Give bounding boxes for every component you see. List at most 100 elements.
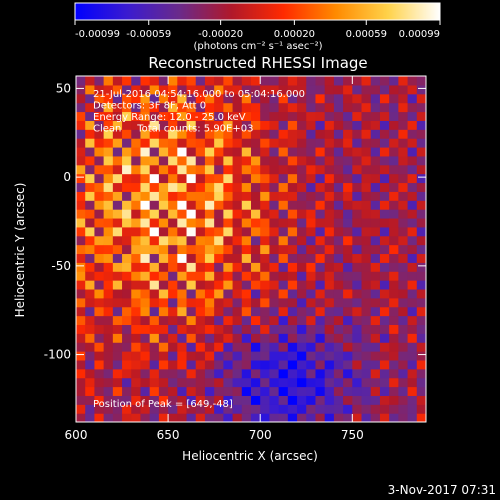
heatmap-cell — [122, 226, 132, 237]
heatmap-cell — [186, 173, 197, 184]
heatmap-cell — [195, 342, 206, 352]
heatmap-cell — [195, 129, 206, 139]
heatmap-cell — [214, 182, 224, 192]
heatmap-cell — [361, 368, 372, 379]
heatmap-cell — [149, 386, 160, 396]
heatmap-cell — [158, 138, 169, 148]
heatmap-cell — [94, 200, 105, 210]
heatmap-cell — [131, 93, 142, 104]
heatmap-cell — [94, 209, 105, 219]
heatmap-cell — [407, 209, 418, 219]
heatmap-cell — [370, 164, 381, 175]
heatmap-cell — [85, 351, 96, 361]
heatmap-cell — [407, 200, 418, 210]
heatmap-cell — [269, 146, 280, 157]
heatmap-cell — [260, 129, 271, 139]
heatmap-cell — [131, 173, 142, 184]
heatmap-cell — [195, 404, 206, 414]
heatmap-cell — [269, 226, 280, 237]
heatmap-cell — [85, 76, 96, 86]
y-tick-label: -50 — [51, 259, 71, 273]
heatmap-cell — [177, 84, 188, 95]
y-tick-label: 0 — [63, 170, 71, 184]
heatmap-cell — [214, 386, 224, 396]
heatmap-cell — [269, 244, 280, 255]
heatmap-cell — [379, 351, 390, 361]
heatmap-cell — [251, 315, 261, 326]
heatmap-cell — [186, 182, 197, 192]
heatmap-cell — [85, 84, 96, 95]
heatmap-cell — [85, 226, 96, 237]
heatmap-cell — [131, 288, 142, 299]
heatmap-cell — [352, 84, 363, 95]
heatmap-cell — [269, 120, 280, 130]
heatmap-cell — [398, 217, 409, 228]
heatmap-cell — [186, 351, 197, 361]
heatmap-cell — [343, 182, 353, 192]
heatmap-cell — [416, 93, 426, 104]
heatmap-cell — [131, 413, 142, 422]
heatmap-cell — [76, 280, 86, 290]
heatmap-cell — [186, 297, 197, 308]
heatmap-cell — [168, 146, 178, 157]
heatmap-cell — [251, 102, 261, 113]
heatmap-cell — [361, 377, 372, 388]
heatmap-cell — [278, 84, 289, 95]
heatmap-cell — [131, 324, 142, 334]
heatmap-cell — [343, 102, 353, 113]
heatmap-cell — [85, 102, 96, 113]
heatmap-cell — [168, 217, 178, 228]
heatmap-cell — [158, 288, 169, 299]
heatmap-cell — [398, 120, 409, 130]
heatmap-cell — [398, 244, 409, 255]
heatmap-cell — [223, 404, 234, 414]
heatmap-cell — [223, 120, 234, 130]
heatmap-cell — [370, 271, 381, 281]
heatmap-cell — [103, 120, 114, 130]
heatmap-cell — [416, 333, 426, 343]
heatmap-cell — [76, 413, 86, 422]
heatmap-cell — [287, 217, 298, 228]
heatmap-cell — [131, 120, 142, 130]
heatmap-cell — [158, 76, 169, 86]
heatmap-cell — [398, 164, 409, 175]
heatmap-cell — [324, 395, 335, 405]
heatmap-cell — [407, 120, 418, 130]
y-axis-label: Heliocentric Y (arcsec) — [13, 183, 27, 318]
chart-title: Reconstructed RHESSI Image — [148, 54, 367, 72]
heatmap-cell — [85, 404, 96, 414]
heatmap-cell — [416, 377, 426, 388]
heatmap-cell — [324, 404, 335, 414]
heatmap-cell — [269, 200, 280, 210]
heatmap-cell — [343, 226, 353, 237]
heatmap-cell — [195, 386, 206, 396]
heatmap-cell — [94, 271, 105, 281]
heatmap-cell — [315, 84, 326, 95]
heatmap-cell — [122, 333, 132, 343]
heatmap-cell — [315, 253, 326, 263]
heatmap-cell — [306, 333, 317, 343]
heatmap-cell — [389, 182, 399, 192]
heatmap-cell — [352, 182, 363, 192]
heatmap-cell — [94, 182, 105, 192]
heatmap-cell — [352, 288, 363, 299]
heatmap-cell — [260, 404, 271, 414]
heatmap-cell — [186, 155, 197, 166]
heatmap-cell — [122, 76, 132, 86]
heatmap-cell — [370, 84, 381, 95]
heatmap-cell — [195, 146, 206, 157]
heatmap-cell — [361, 315, 372, 326]
heatmap-cell — [232, 102, 243, 113]
heatmap-cell — [223, 84, 234, 95]
heatmap-cell — [122, 404, 132, 414]
heatmap-cell — [112, 368, 123, 379]
heatmap-cell — [416, 244, 426, 255]
heatmap-cell — [204, 342, 215, 352]
heatmap-cell — [407, 359, 418, 370]
heatmap-cell — [177, 111, 188, 121]
heatmap-cell — [287, 404, 298, 414]
heatmap-cell — [287, 209, 298, 219]
heatmap-cell — [122, 253, 132, 263]
heatmap-cell — [398, 129, 409, 139]
heatmap-cell — [186, 102, 197, 113]
